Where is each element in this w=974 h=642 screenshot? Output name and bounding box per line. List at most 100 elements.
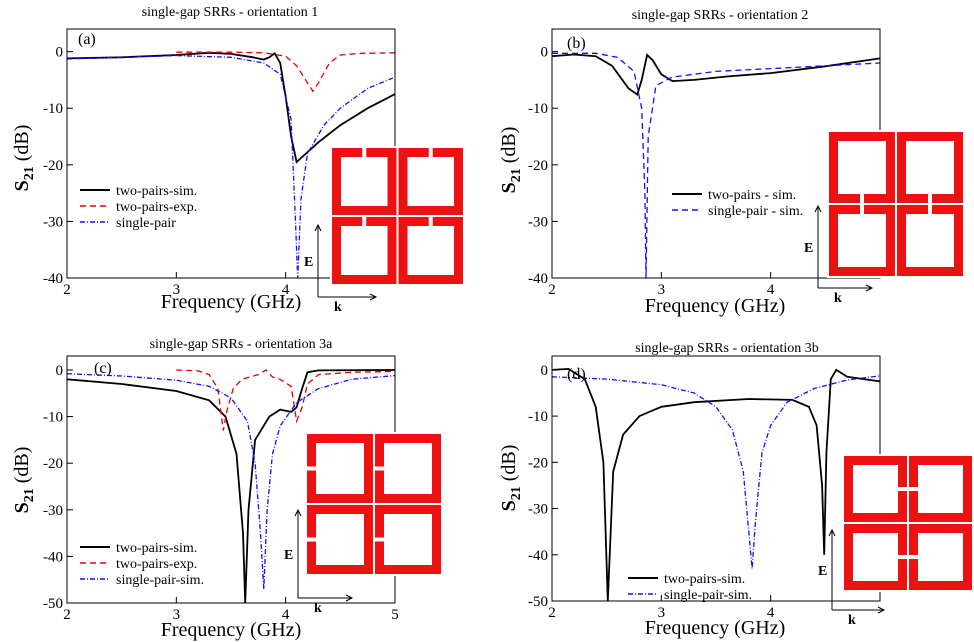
- legend-label: two-pairs-sim.: [664, 572, 745, 587]
- y-tick-label: 0: [541, 363, 549, 379]
- srr-gap: [362, 147, 367, 158]
- svg-text:S21 (dB): S21 (dB): [498, 445, 524, 512]
- y-tick-label: -20: [43, 158, 63, 174]
- srr-gap: [908, 487, 919, 491]
- series-line: [67, 51, 395, 164]
- series-layer: [552, 367, 880, 601]
- x-tick-label: 2: [548, 605, 556, 621]
- series-line: [67, 54, 395, 278]
- y-tick-label: -40: [43, 549, 63, 565]
- panel-label: (a): [78, 31, 96, 48]
- inset-background: [330, 146, 465, 286]
- y-tick-label: -40: [528, 271, 548, 287]
- y-axis-label: S21 (dB): [498, 445, 524, 512]
- srr-gap: [860, 204, 864, 215]
- legend-label: two-pairs-exp.: [116, 557, 197, 572]
- legend: two-pairs - sim.single-pair - sim.: [672, 188, 803, 219]
- srr-gap: [860, 193, 864, 204]
- y-tick-label: 0: [56, 45, 64, 61]
- legend-label: two-pairs-sim.: [116, 184, 197, 199]
- inset-background: [305, 432, 443, 576]
- tick-layer: 2 3 4 5 0 -10 -20 -30 -40 -50: [43, 363, 399, 623]
- srr-gap: [897, 487, 908, 491]
- y-tick-label: -40: [528, 548, 548, 564]
- srr-gap: [374, 537, 385, 542]
- legend-label: two-pairs-sim.: [116, 541, 197, 556]
- k-arrowhead-icon: [865, 284, 874, 292]
- srr-gap: [306, 537, 317, 542]
- x-tick-label: 4: [282, 282, 290, 298]
- e-field-label: E: [284, 548, 293, 563]
- chart-title: single-gap SRRs - orientation 2: [632, 8, 809, 23]
- srr-inset: Ek: [284, 432, 443, 616]
- series-line: [67, 373, 395, 590]
- srr-gap: [428, 216, 433, 227]
- e-arrowhead-icon: [828, 528, 836, 537]
- y-tick-label: -10: [528, 101, 548, 117]
- x-tick-label: 3: [658, 282, 666, 298]
- chart-title: single-gap SRRs - orientation 3a: [150, 337, 334, 352]
- series-line: [552, 52, 880, 278]
- srr-gap: [897, 555, 908, 559]
- x-tick-label: 3: [173, 607, 181, 623]
- srr-gap: [362, 216, 367, 227]
- y-tick-label: -10: [43, 410, 63, 426]
- y-tick-label: -10: [43, 101, 63, 117]
- series-line: [67, 369, 395, 603]
- k-vector-label: k: [834, 291, 842, 306]
- svg-text:S21 (dB): S21 (dB): [498, 127, 524, 194]
- x-axis-label: Frequency (GHz): [161, 619, 302, 641]
- srr-gap: [928, 193, 932, 204]
- legend-label: two-pairs-exp.: [116, 200, 197, 215]
- k-arrowhead-icon: [369, 293, 378, 301]
- chart-title: single-gap SRRs - orientation 1: [142, 5, 319, 20]
- k-arrowhead-icon: [345, 594, 354, 602]
- y-tick-label: 0: [541, 45, 549, 61]
- panel-label: (c): [94, 360, 112, 377]
- legend-label: single-pair-sim.: [116, 573, 204, 588]
- panel-label: (d): [567, 366, 586, 383]
- panel-label: (b): [567, 35, 586, 52]
- e-field-label: E: [818, 564, 827, 579]
- y-tick-label: 0: [56, 363, 64, 379]
- legend: two-pairs-sim.two-pairs-exp.single-pair-…: [80, 541, 204, 588]
- y-axis-label: S21 (dB): [11, 447, 37, 514]
- srr-gap: [306, 466, 317, 471]
- svg-text:S21 (dB): S21 (dB): [11, 125, 37, 192]
- x-tick-label: 2: [548, 282, 556, 298]
- inset-background: [842, 454, 974, 592]
- legend-label: single-pair-sim.: [664, 588, 752, 603]
- y-tick-label: -30: [43, 503, 63, 519]
- tick-layer: 2 3 4 0 -10 -20 -30 -40 -50: [528, 363, 775, 621]
- x-tick-label: 4: [767, 605, 775, 621]
- panel-c: single-gap SRRs - orientation 3a 2 3 4 5 0 -1…: [11, 337, 443, 641]
- chart-title: single-gap SRRs - orientation 3b: [635, 341, 819, 356]
- y-tick-label: -30: [528, 502, 548, 518]
- series-line: [552, 375, 880, 569]
- y-tick-label: -50: [43, 596, 63, 612]
- x-tick-label: 4: [282, 607, 290, 623]
- x-tick-label: 3: [173, 282, 181, 298]
- y-tick-label: -30: [43, 214, 63, 230]
- srr-inset: Ek: [818, 454, 974, 628]
- series-line: [552, 367, 880, 601]
- legend: two-pairs-sim.two-pairs-exp.single-pair: [80, 184, 197, 231]
- e-field-label: E: [804, 241, 813, 256]
- e-arrowhead-icon: [294, 508, 302, 517]
- x-tick-label: 2: [63, 282, 71, 298]
- x-tick-label: 2: [63, 607, 71, 623]
- legend: two-pairs-sim.single-pair-sim.: [628, 572, 752, 603]
- series-layer: [67, 369, 395, 603]
- k-vector-label: k: [334, 300, 342, 315]
- y-tick-label: -20: [528, 158, 548, 174]
- y-tick-label: -10: [528, 409, 548, 425]
- x-tick-label: 4: [767, 282, 775, 298]
- x-tick-label: 5: [391, 607, 399, 623]
- series-line: [176, 51, 395, 93]
- e-arrowhead-icon: [314, 223, 322, 232]
- svg-text:S21 (dB): S21 (dB): [11, 447, 37, 514]
- legend-label: single-pair - sim.: [708, 204, 803, 219]
- y-axis-label: S21 (dB): [11, 125, 37, 192]
- k-arrowhead-icon: [877, 606, 886, 614]
